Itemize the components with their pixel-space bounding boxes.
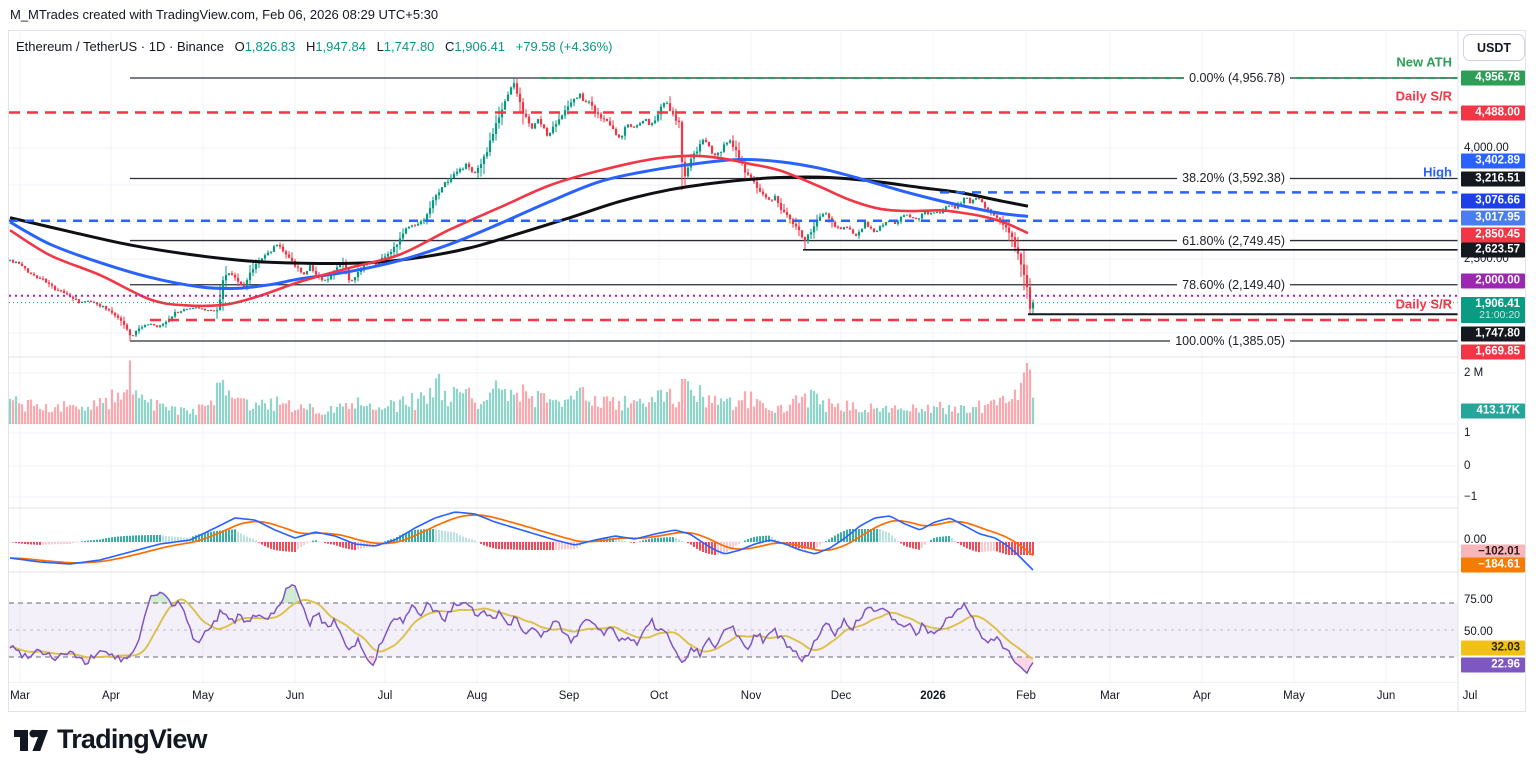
time-axis-label: Aug <box>466 690 488 702</box>
open-label: O <box>234 39 245 54</box>
price-axis-badge: −102.01 <box>1461 544 1525 560</box>
price-axis-badge: 2,623.57 <box>1461 242 1525 258</box>
watermark-text: M_MTrades created with TradingView.com, … <box>10 7 439 22</box>
line-annotation-label: Daily S/R <box>1395 88 1452 104</box>
axis-price-label: 2 M <box>1464 367 1484 379</box>
fib-level-label: 38.20% (3,592.38) <box>1177 171 1290 186</box>
price-axis-badge: 3,076.66 <box>1461 193 1525 209</box>
time-axis-label: May <box>192 690 214 702</box>
price-axis-badge: 3,216.51 <box>1461 171 1525 187</box>
time-axis-label: Apr <box>102 690 120 702</box>
price-axis-badge: 1,669.85 <box>1461 344 1525 360</box>
time-axis-label: Apr <box>1193 690 1211 702</box>
high-label: H <box>305 39 316 54</box>
price-axis-badge: 32.03 <box>1461 640 1525 656</box>
price-axis-badge: 3,017.95 <box>1461 210 1525 226</box>
axis-price-label: 50.00 <box>1464 626 1493 638</box>
tradingview-logo[interactable]: TradingView <box>14 724 208 755</box>
low-label: L <box>376 39 384 54</box>
symbol-legend[interactable]: Ethereum / TetherUS · 1D · Binance O1,82… <box>16 39 613 54</box>
time-axis-label: Jul <box>377 690 393 702</box>
price-axis-badge: 3,402.89 <box>1461 153 1525 169</box>
time-axis-label: Jun <box>285 690 305 702</box>
line-annotation-label: New ATH <box>1396 54 1452 70</box>
exchange-name: Binance <box>176 39 224 54</box>
price-axis-badge: 2,850.45 <box>1461 227 1525 243</box>
fib-level-label: 0.00% (4,956.78) <box>1184 71 1290 85</box>
axis-price-label: 1 <box>1464 427 1471 439</box>
axis-price-label: −1 <box>1464 491 1478 503</box>
axis-price-label: 4,000.00 <box>1464 142 1509 154</box>
time-axis-label: Dec <box>830 690 852 702</box>
high-value: 1,947.84 <box>315 39 366 54</box>
price-axis-badge: 1,906.41 21:00:20 <box>1461 297 1525 323</box>
time-axis-label: Feb <box>1016 690 1036 702</box>
chart-frame <box>8 30 1526 712</box>
open-value: 1,826.83 <box>244 39 296 54</box>
time-axis[interactable]: Mar Apr May Jun Jul Aug Sep Oct Nov Dec 2026 Feb Mar… <box>0 684 1482 710</box>
close-value: 1,906.41 <box>454 39 506 54</box>
fib-level-label: 100.00% (1,385.05) <box>1170 334 1290 348</box>
countdown-timer: 21:00:20 <box>1479 309 1520 321</box>
line-annotation-label: Daily S/R <box>1395 296 1452 312</box>
time-axis-label: Mar <box>10 690 30 702</box>
axis-price-label: 0.00 <box>1464 534 1487 546</box>
time-axis-label: Jul <box>1462 690 1478 702</box>
symbol-name[interactable]: Ethereum / TetherUS <box>16 39 138 54</box>
price-axis-badge: 4,956.78 <box>1461 70 1525 86</box>
price-axis-badge: 2,000.00 <box>1461 273 1525 289</box>
tradingview-logo-text: TradingView <box>57 724 208 754</box>
tradingview-logo-icon <box>14 729 48 751</box>
price-axis-badge: 413.17K <box>1461 403 1525 419</box>
fib-level-label: 78.60% (2,149.40) <box>1177 277 1290 292</box>
time-axis-label: Sep <box>558 690 580 702</box>
price-axis-badge: 1,747.80 <box>1461 326 1525 342</box>
time-axis-label: Nov <box>740 690 762 702</box>
change-value: +79.58 (+4.36%) <box>515 39 613 54</box>
line-annotation-label: High <box>1423 164 1452 180</box>
time-axis-label: May <box>1283 690 1305 702</box>
price-axis-badge: 22.96 <box>1461 657 1525 673</box>
time-axis-label: Jun <box>1376 690 1396 702</box>
time-axis-label: Mar <box>1100 690 1120 702</box>
interval[interactable]: 1D <box>148 39 166 54</box>
time-axis-label: Oct <box>650 690 668 702</box>
close-label: C <box>445 39 455 54</box>
currency-toggle-button[interactable]: USDT <box>1463 34 1525 61</box>
fib-level-label: 61.80% (2,749.45) <box>1177 233 1290 248</box>
low-value: 1,747.80 <box>383 39 435 54</box>
price-axis-badge: −184.61 <box>1461 557 1525 573</box>
axis-price-label: 75.00 <box>1464 594 1493 606</box>
price-axis-badge: 4,488.00 <box>1461 105 1525 121</box>
axis-price-label: 0 <box>1464 460 1471 472</box>
time-axis-label: 2026 <box>920 690 946 702</box>
